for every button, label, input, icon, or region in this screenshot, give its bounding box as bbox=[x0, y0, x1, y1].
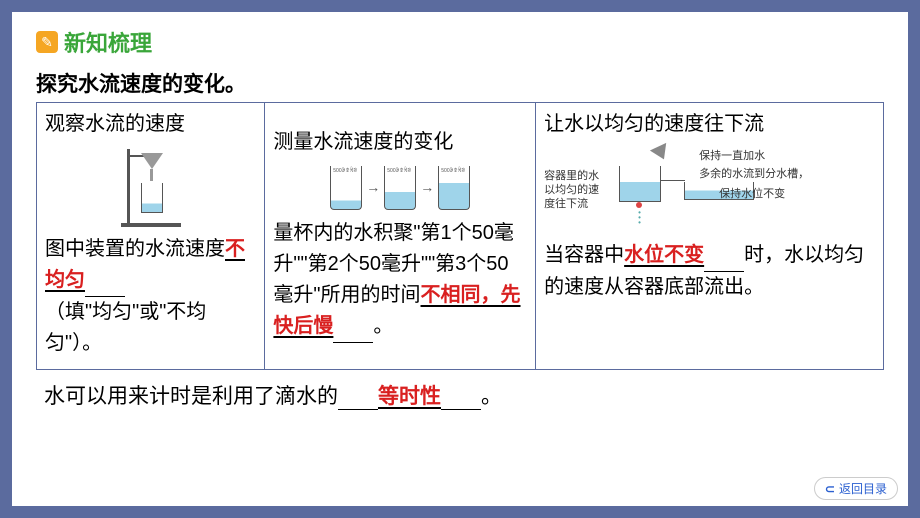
slide-page: ✎ 新知梳理 探究水流速度的变化。 观察水流的速度 图中装置的水流速度不均匀 （… bbox=[12, 12, 908, 506]
cell3-text: 当容器中水位不变 时，水以均匀的速度从容器底部流出。 bbox=[544, 240, 875, 303]
cell1-after: （填"均匀"或"不均匀"）。 bbox=[45, 301, 206, 354]
cell-observe: 观察水流的速度 图中装置的水流速度不均匀 （填"均匀"或"不均匀"）。 bbox=[37, 103, 265, 369]
cell2-diagram: → → bbox=[273, 160, 527, 216]
cell1-pad bbox=[85, 265, 125, 297]
cell2-pad bbox=[333, 311, 373, 343]
cell3-title: 让水以均匀的速度往下流 bbox=[544, 109, 875, 140]
return-label: 返回目录 bbox=[839, 480, 887, 497]
cell1-before: 图中装置的水流速度 bbox=[45, 238, 225, 260]
cell2-text: 量杯内的水积聚"第1个50毫升""第2个50毫升""第3个50毫升"所用的时间不… bbox=[273, 218, 527, 343]
cell3-label-r2: 多余的水流到分水槽， bbox=[699, 168, 809, 181]
cell3-label-l3: 度往下流 bbox=[544, 198, 588, 211]
bottom-pad1 bbox=[338, 385, 378, 410]
cell3-label-r1: 保持一直加水 bbox=[699, 150, 765, 163]
cell3-before: 当容器中 bbox=[544, 244, 624, 266]
cell1-title: 观察水流的速度 bbox=[45, 109, 256, 140]
content-grid: 观察水流的速度 图中装置的水流速度不均匀 （填"均匀"或"不均匀"）。 测量水流… bbox=[36, 102, 884, 370]
cell1-text: 图中装置的水流速度不均匀 （填"均匀"或"不均匀"）。 bbox=[45, 234, 256, 359]
cell3-pad bbox=[704, 240, 744, 272]
cell3-label-l2: 以均匀的速 bbox=[544, 184, 599, 197]
section-header: ✎ 新知梳理 bbox=[36, 26, 884, 58]
cell1-diagram bbox=[45, 142, 256, 232]
cell3-label-l1: 容器里的水 bbox=[544, 170, 599, 183]
page-subtitle: 探究水流速度的变化。 bbox=[36, 68, 884, 98]
bottom-pad2 bbox=[441, 385, 481, 410]
bottom-after: 。 bbox=[481, 385, 502, 408]
cell-measure: 测量水流速度的变化 → → 量杯内的水积聚"第1个50毫升""第2个50毫升""… bbox=[265, 103, 536, 369]
cell3-label-r3: 保持水位不变 bbox=[719, 188, 785, 201]
cell2-title: 测量水流速度的变化 bbox=[273, 127, 527, 158]
cell3-answer: 水位不变 bbox=[624, 244, 704, 266]
bottom-before: 水可以用来计时是利用了滴水的 bbox=[44, 385, 338, 408]
cell2-after: 。 bbox=[373, 315, 393, 337]
header-icon: ✎ bbox=[36, 31, 58, 53]
cell-uniform: 让水以均匀的速度往下流 ••• 容器里的水 以均匀的速 度往下流 保持一直加水 … bbox=[536, 103, 883, 369]
bottom-summary: 水可以用来计时是利用了滴水的 等时性 。 bbox=[36, 380, 884, 410]
return-toc-button[interactable]: 返回目录 bbox=[814, 477, 898, 500]
header-title: 新知梳理 bbox=[64, 26, 152, 58]
bottom-answer: 等时性 bbox=[378, 385, 441, 408]
cell3-diagram: ••• 容器里的水 以均匀的速 度往下流 保持一直加水 多余的水流到分水槽， 保… bbox=[544, 140, 875, 240]
